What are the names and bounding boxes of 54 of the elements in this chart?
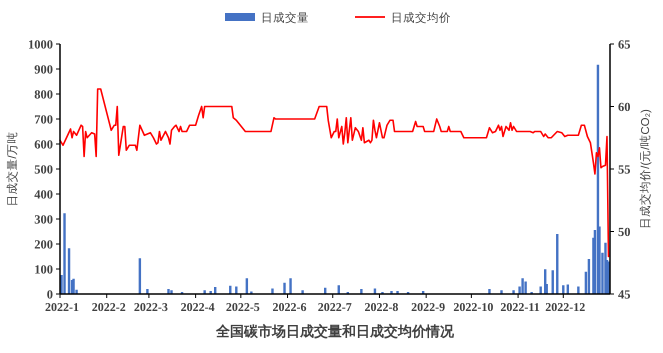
x-tick-label: 2022-11 [500,300,540,314]
y-tick-label: 300 [34,212,53,226]
y-tick-label: 800 [34,88,53,102]
y-tick-label: 600 [34,138,53,152]
x-tick-label: 2022-9 [411,300,446,314]
bar [566,284,570,294]
x-tick-label: 2022-2 [92,300,126,314]
y-tick-label: 1000 [28,38,53,52]
x-tick-label: 2022-10 [453,300,494,314]
y-tick-label: 100 [34,262,53,276]
y-tick-label: 500 [34,162,53,176]
y2-tick-label: 60 [618,100,630,114]
bar [146,289,149,294]
x-tick-label: 2022-5 [226,300,260,314]
bar [289,278,292,294]
y2-tick-label: 55 [618,162,630,176]
bar [552,270,554,294]
bar [488,289,491,294]
bar [562,285,564,294]
y-axis-title: 日成交量/万吨 [5,131,19,207]
x-tick-label: 2022-3 [134,300,168,314]
bar [374,288,376,294]
legend-label: 日成交量 [261,10,309,24]
y-tick-label: 700 [34,112,53,126]
bar [556,234,558,294]
x-tick-label: 2022-12 [545,300,586,314]
legend-label: 日成交均价 [391,10,451,24]
bar [338,285,340,294]
y2-tick-label: 45 [618,288,630,302]
y-tick-label: 0 [46,288,53,302]
x-tick-label: 2022-1 [45,300,79,314]
bar [521,278,524,294]
x-tick-label: 2022-4 [180,300,215,314]
bar [524,282,527,294]
y-tick-label: 400 [34,188,53,202]
y2-tick-label: 65 [618,38,630,52]
bar [229,286,232,294]
bar [235,286,238,294]
bar [138,258,142,294]
y2-tick-label: 50 [618,225,630,239]
bar [577,286,580,294]
x-tick-label: 2022-6 [272,300,307,314]
text: 全国碳市场日成交量和日成交均价情况 [215,323,455,339]
bar [246,278,248,294]
y2-axis-title: 日成交均价/(元/吨CO₂) [638,108,652,229]
y-tick-label: 900 [34,62,53,76]
bar [539,286,542,294]
bar [588,259,590,294]
bar [324,288,326,294]
y-tick-label: 200 [34,238,53,252]
x-tick-label: 2022-7 [318,300,352,314]
bar [214,287,216,294]
bar [360,289,363,294]
x-tick-label: 2022-8 [364,300,398,314]
